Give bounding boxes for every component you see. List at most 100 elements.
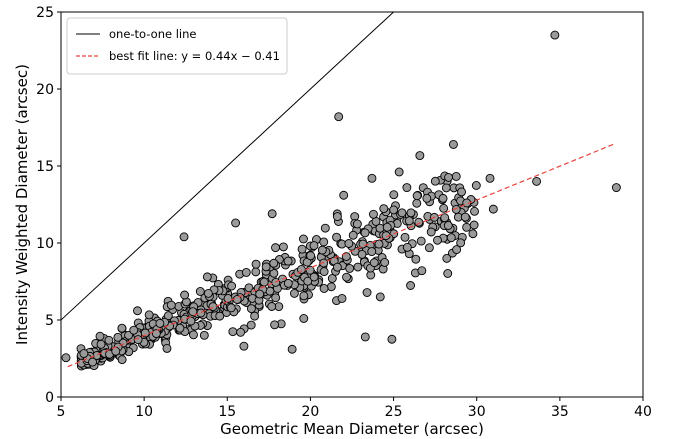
data-point xyxy=(332,262,342,272)
data-point xyxy=(337,293,347,303)
data-point xyxy=(306,251,316,261)
data-point xyxy=(133,306,142,316)
data-point xyxy=(223,294,233,303)
data-point xyxy=(246,320,256,330)
data-point xyxy=(380,258,390,267)
data-point xyxy=(451,171,461,181)
data-point xyxy=(278,242,288,252)
data-point xyxy=(267,302,277,311)
data-point xyxy=(406,281,415,290)
y-tick-label: 15 xyxy=(36,159,54,175)
data-point xyxy=(485,173,495,183)
data-point xyxy=(202,272,212,282)
plot-area xyxy=(61,12,621,371)
data-point xyxy=(369,258,379,268)
data-point xyxy=(309,241,319,251)
data-point xyxy=(162,343,172,353)
data-point xyxy=(251,267,261,277)
data-point xyxy=(430,176,440,186)
data-point xyxy=(444,172,453,182)
legend-box xyxy=(66,17,288,75)
data-point xyxy=(358,239,368,249)
data-point xyxy=(163,311,173,321)
data-point xyxy=(417,266,427,276)
data-point xyxy=(426,227,436,237)
data-point xyxy=(460,212,470,222)
y-tick-label: 25 xyxy=(36,5,54,21)
data-point xyxy=(442,253,452,263)
data-point xyxy=(319,237,329,247)
data-point xyxy=(226,303,236,313)
x-tick-label: 25 xyxy=(385,404,403,420)
data-point xyxy=(236,327,246,337)
x-tick-label: 15 xyxy=(218,404,236,420)
data-point xyxy=(241,267,251,277)
one-to-one-line xyxy=(61,12,395,321)
data-point xyxy=(79,349,89,358)
x-tick-label: 10 xyxy=(135,404,153,420)
data-point xyxy=(387,334,397,344)
data-point xyxy=(332,232,341,242)
data-point xyxy=(287,344,297,354)
data-point xyxy=(404,216,414,226)
data-point xyxy=(246,304,256,314)
data-point xyxy=(208,302,218,312)
data-point xyxy=(448,139,458,149)
best-fit-line xyxy=(67,143,615,368)
data-point xyxy=(456,238,466,248)
x-tick-label: 30 xyxy=(468,404,486,420)
data-point xyxy=(462,222,472,232)
data-point xyxy=(471,181,481,190)
data-point xyxy=(303,276,313,286)
data-point xyxy=(422,193,432,203)
data-point xyxy=(400,232,410,242)
data-point xyxy=(362,288,372,297)
data-point xyxy=(231,218,241,228)
data-point xyxy=(271,243,280,253)
data-point xyxy=(397,208,407,218)
data-point xyxy=(438,193,448,203)
data-point xyxy=(411,254,421,264)
y-tick-label: 10 xyxy=(36,236,54,252)
x-tick-label: 20 xyxy=(302,404,320,420)
data-point xyxy=(269,258,279,268)
data-point xyxy=(375,292,385,302)
data-point xyxy=(369,209,378,219)
data-point xyxy=(186,316,196,326)
data-point xyxy=(424,243,434,253)
data-point xyxy=(215,311,225,321)
data-point xyxy=(348,230,358,240)
data-point xyxy=(261,262,271,272)
x-axis-label: Geometric Mean Diameter (arcsec) xyxy=(220,420,484,438)
data-point xyxy=(360,228,370,238)
data-point xyxy=(352,219,362,229)
y-axis-label: Intensity Weighted Diameter (arcsec) xyxy=(13,64,31,345)
data-point xyxy=(402,242,412,252)
data-point xyxy=(297,244,307,254)
data-point xyxy=(406,208,416,218)
data-point xyxy=(61,353,71,363)
data-point xyxy=(199,330,209,340)
data-point xyxy=(117,323,127,333)
data-point xyxy=(332,212,342,222)
data-point xyxy=(267,209,277,219)
data-point xyxy=(117,355,127,365)
data-point xyxy=(88,357,98,367)
data-point xyxy=(470,206,479,216)
data-point xyxy=(283,256,293,266)
data-point xyxy=(394,167,404,177)
data-point xyxy=(443,221,453,230)
data-point xyxy=(289,288,299,298)
data-point xyxy=(228,327,238,337)
data-point xyxy=(440,213,450,223)
data-point xyxy=(133,335,143,345)
data-point xyxy=(271,293,281,303)
data-point xyxy=(113,332,123,342)
data-point xyxy=(367,173,377,183)
legend: one-to-one line best fit line: y = 0.44x … xyxy=(66,17,288,75)
data-point xyxy=(532,176,542,186)
data-point xyxy=(319,267,329,277)
data-point xyxy=(175,323,185,333)
